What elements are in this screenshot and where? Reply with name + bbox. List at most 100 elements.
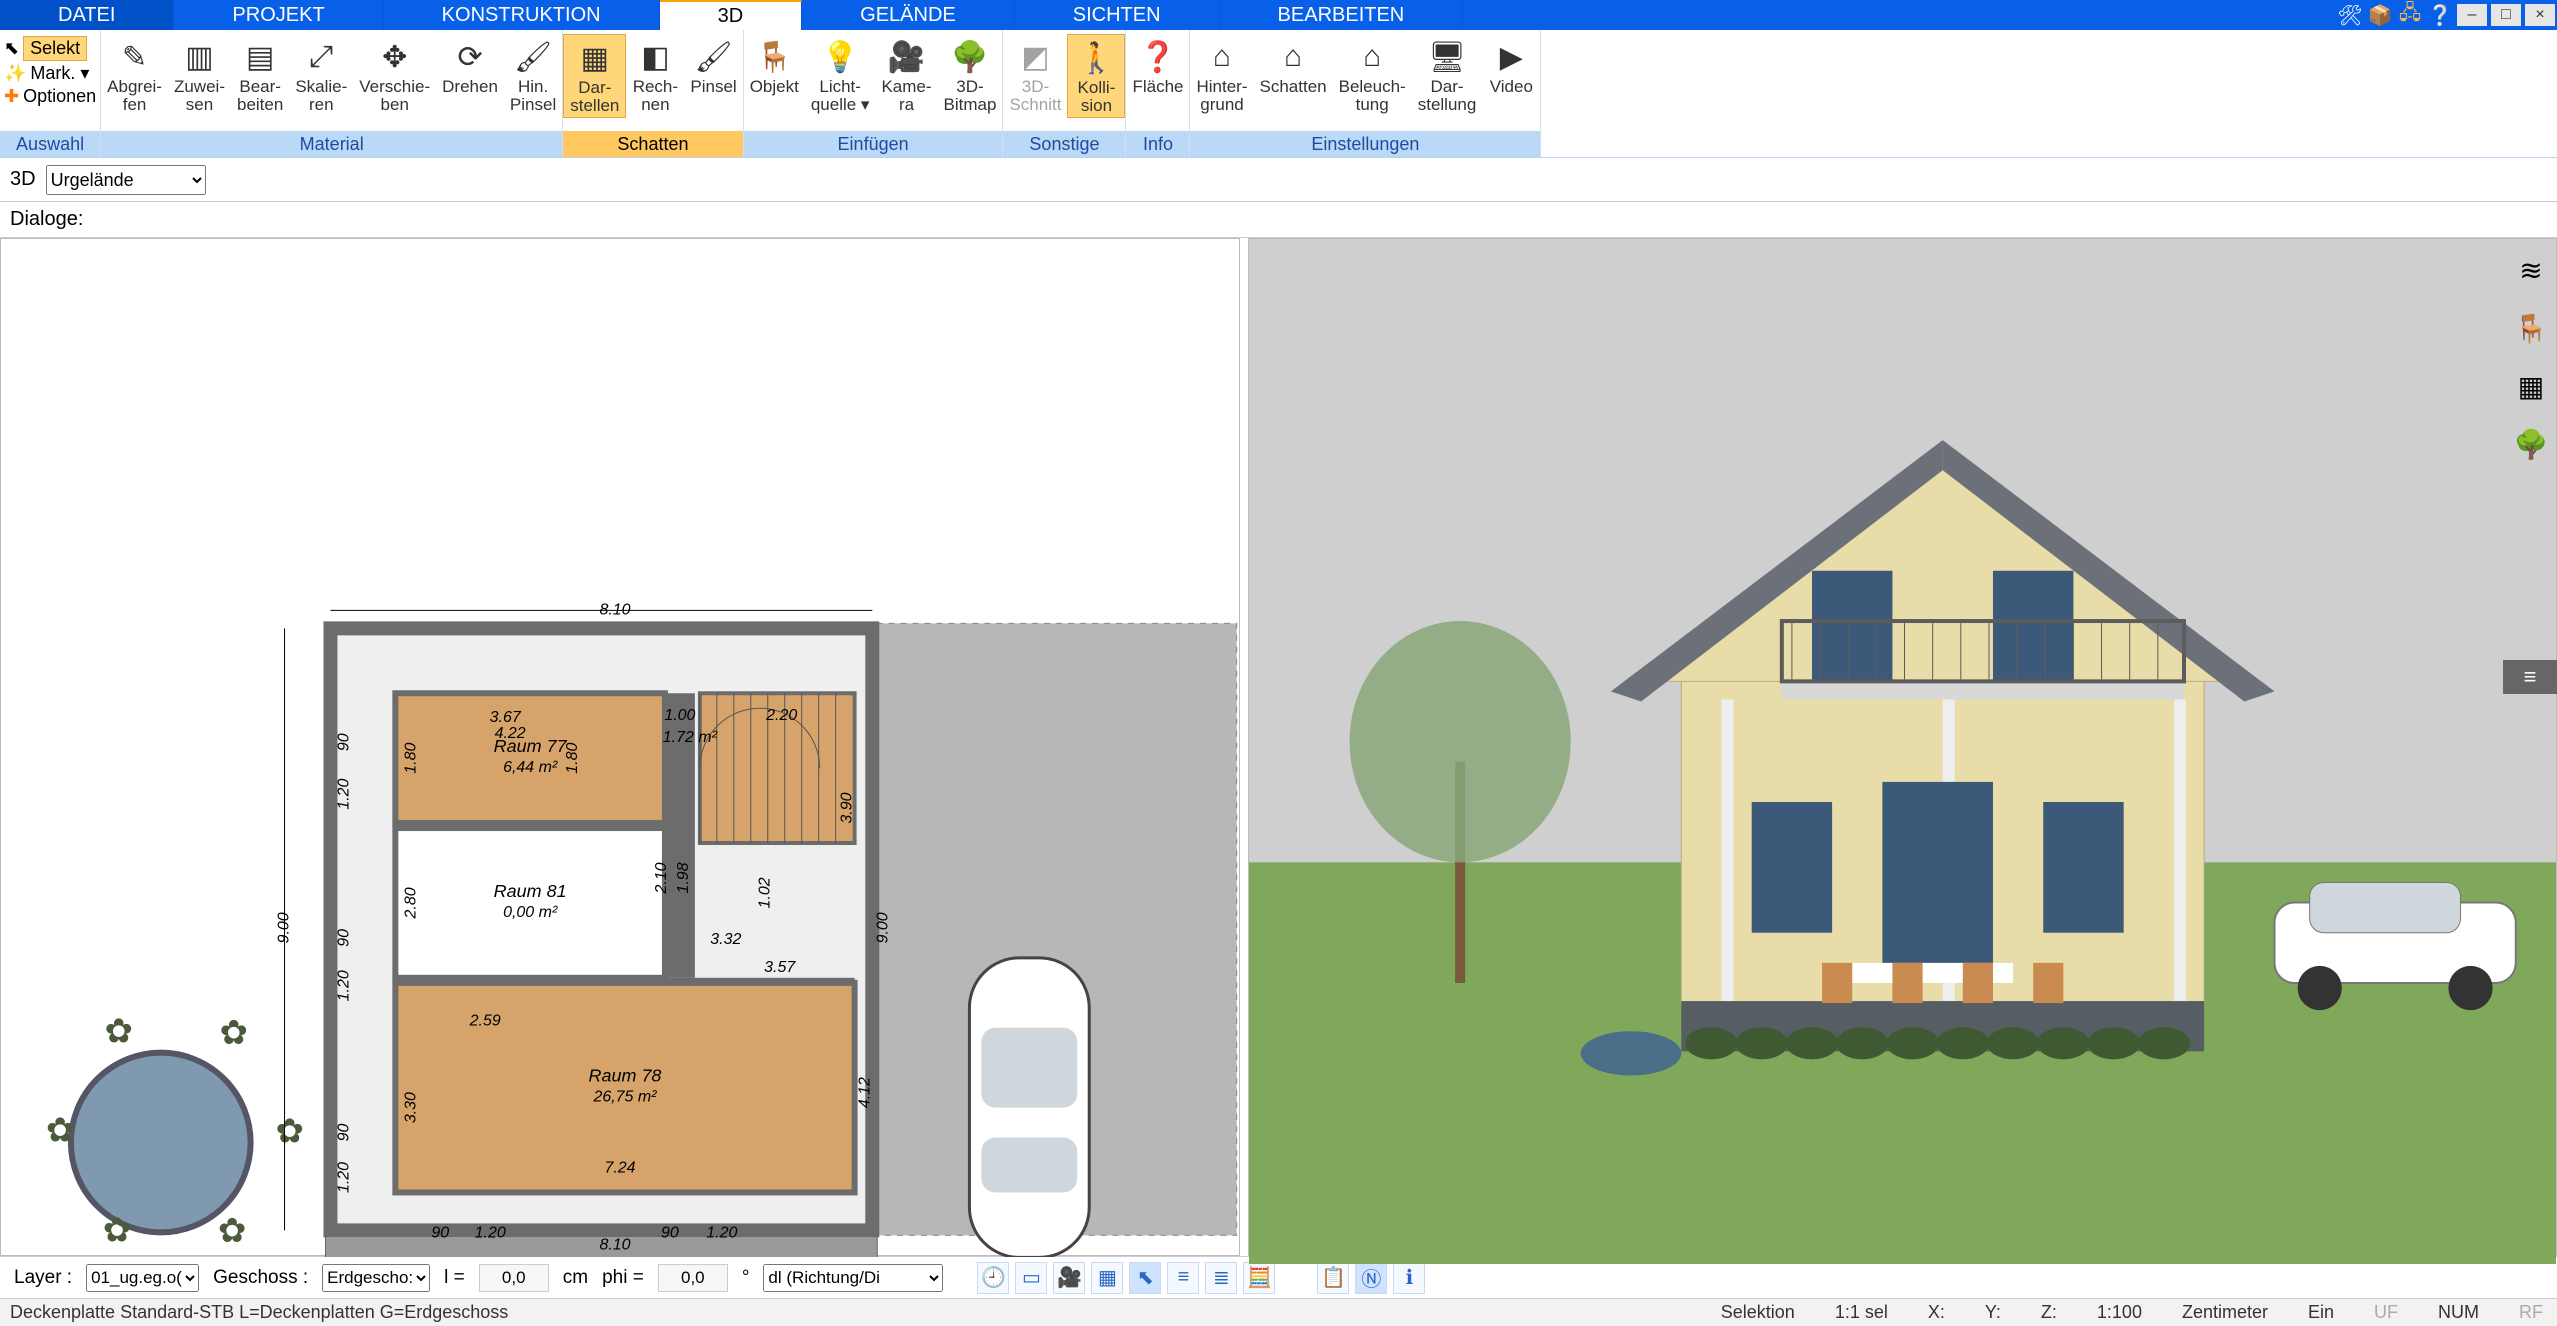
selekt-button[interactable]: Selekt [23,36,87,61]
mark-button[interactable]: Mark. ▾ [30,63,89,84]
right-tool-plants[interactable]: 🌳 [2511,424,2551,464]
svg-text:✿: ✿ [220,1014,248,1052]
svg-text:6,44 m²: 6,44 m² [503,759,558,776]
svg-text:✿: ✿ [103,1212,131,1250]
right-tool-materials[interactable]: ▦ [2511,366,2551,406]
svg-text:1.20: 1.20 [335,970,352,1001]
menu-tab-projekt[interactable]: PROJEKT [174,0,383,30]
svg-text:2.10: 2.10 [653,862,670,894]
tool-kamera[interactable]: 🎥 Kame- ra [875,34,937,116]
layer-select[interactable]: Urgelände [46,165,206,195]
tool-abgreifen[interactable]: ✎ Abgrei- fen [101,34,168,116]
tool-objekt[interactable]: 🪑 Objekt [744,34,805,98]
cursor-icon: ⬉ [4,38,19,59]
tb-calc-icon[interactable]: 🧮 [1243,1262,1275,1294]
schatten2-icon: ⌂ [1272,36,1314,78]
layer-combo[interactable]: 01_ug.eg.o( [86,1264,199,1292]
ribbon-group-einfuegen: 🪑 Objekt 💡 Licht- quelle ▾🎥 Kame- ra🌳 3D… [744,30,1004,157]
svg-text:Raum 81: Raum 81 [494,881,567,901]
tools-icon[interactable]: 🛠 [2335,0,2365,30]
status-y: Y: [1985,1302,2001,1323]
tb-stack2-icon[interactable]: ≣ [1205,1262,1237,1294]
svg-text:90: 90 [431,1224,449,1241]
menu-tab-sichten[interactable]: SICHTEN [1015,0,1220,30]
tool-3dbitmap[interactable]: 🌳 3D- Bitmap [938,34,1003,116]
tool-darstellung[interactable]: 🖥 Dar- stellung [1412,34,1483,116]
tool-skalieren[interactable]: ⤢ Skalie- ren [289,34,353,116]
svg-text:90: 90 [661,1224,679,1241]
svg-text:1.02: 1.02 [757,877,774,908]
maximize-button[interactable]: □ [2491,4,2521,26]
tool-schatten2[interactable]: ⌂ Schatten [1254,34,1333,98]
tool-darstellen[interactable]: ▦ Dar- stellen [563,34,626,118]
tool-kollision[interactable]: 🚶 Kolli- sion [1067,34,1125,118]
floorplan-pane[interactable]: Raum 776,44 m²Raum 810,00 m²Raum 7826,75… [0,238,1240,1256]
tool-verschieben[interactable]: ✥ Verschie- ben [353,34,436,116]
minimize-button[interactable]: – [2457,4,2487,26]
lan-icon[interactable]: 🖧 [2395,0,2425,30]
pinsel-icon: 🖌 [693,36,735,78]
ribbon: ⬉ Selekt ✨ Mark. ▾ ✚ Optionen Auswahl ✎ … [0,30,2557,158]
geschoss-label: Geschoss : [213,1267,308,1289]
tb-n-icon[interactable]: Ⓝ [1355,1262,1387,1294]
group-label-auswahl: Auswahl [0,131,100,157]
menu-tab-gelaende[interactable]: GELÄNDE [802,0,1015,30]
right-tool-furniture[interactable]: 🪑 [2511,308,2551,348]
status-unit: Zentimeter [2182,1302,2268,1323]
tool-3dschnitt[interactable]: ◩ 3D- Schnitt [1003,34,1067,116]
menu-tab-3d[interactable]: 3D [660,0,803,30]
svg-text:Raum 78: Raum 78 [589,1066,662,1086]
svg-text:1.98: 1.98 [675,862,692,893]
l-input[interactable] [479,1264,549,1292]
tb-cam-icon[interactable]: 🎥 [1053,1262,1085,1294]
svg-text:8.10: 8.10 [599,1236,630,1253]
bearbeiten-icon: ▤ [239,36,281,78]
tool-video[interactable]: ▶ Video [1482,34,1540,98]
menu-tab-konstruktion[interactable]: KONSTRUKTION [384,0,660,30]
tool-flaeche[interactable]: ❓ Fläche [1126,34,1189,98]
tb-paste-icon[interactable]: 📋 [1317,1262,1349,1294]
tool-rechnen[interactable]: ◧ Rech- nen [626,34,684,116]
tb-stack-icon[interactable]: ≡ [1167,1262,1199,1294]
dialog-label: Dialoge: [10,208,83,231]
optionen-button[interactable]: Optionen [23,86,96,107]
tb-clock-icon[interactable]: 🕘 [977,1262,1009,1294]
package-icon[interactable]: 📦 [2365,0,2395,30]
tb-i-icon[interactable]: ℹ [1393,1262,1425,1294]
close-button[interactable]: × [2525,4,2555,26]
status-uf: UF [2374,1302,2398,1323]
phi-input[interactable] [658,1264,728,1292]
svg-text:90: 90 [335,733,352,751]
tool-beleuchtung[interactable]: ⌂ Beleuch- tung [1333,34,1412,116]
floorplan-svg: Raum 776,44 m²Raum 810,00 m²Raum 7826,75… [1,239,1239,1257]
svg-text:90: 90 [335,929,352,947]
group-label-sonstige: Sonstige [1003,131,1125,157]
right-tool-strip: ≋ 🪑 ▦ 🌳 [2509,250,2553,464]
tool-bearbeiten[interactable]: ▤ Bear- beiten [231,34,289,116]
help-icon[interactable]: ❔ [2425,0,2455,30]
darstellung-icon: 🖥 [1426,36,1468,78]
tool-lichtquelle[interactable]: 💡 Licht- quelle ▾ [805,34,876,116]
tool-drehen[interactable]: ⟳ Drehen [436,34,504,98]
tb-sel-icon[interactable]: ⬉ [1129,1262,1161,1294]
right-panel-pull[interactable]: ≡ [2503,660,2557,694]
status-rf: RF [2519,1302,2543,1323]
lichtquelle-icon: 💡 [819,36,861,78]
right-tool-layers[interactable]: ≋ [2511,250,2551,290]
geschoss-combo[interactable]: Erdgescho: [322,1264,430,1292]
drehen-icon: ⟳ [449,36,491,78]
menu-tab-datei[interactable]: DATEI [0,0,174,30]
tb-grid-icon[interactable]: ▦ [1091,1262,1123,1294]
dl-combo[interactable]: dl (Richtung/Di [763,1264,943,1292]
menu-tab-bearbeiten[interactable]: BEARBEITEN [1220,0,1464,30]
darstellen-icon: ▦ [574,37,616,79]
kamera-icon: 🎥 [886,36,928,78]
tb-screen-icon[interactable]: ▭ [1015,1262,1047,1294]
3d-view-pane[interactable] [1248,238,2557,1256]
svg-text:1.20: 1.20 [335,1162,352,1193]
tool-zuweisen[interactable]: ▥ Zuwei- sen [168,34,231,116]
tool-pinsel[interactable]: 🖌 Pinsel [684,34,742,98]
tool-hintergrund[interactable]: ⌂ Hinter- grund [1190,34,1253,116]
tool-hinpinsel[interactable]: 🖌 Hin. Pinsel [504,34,562,116]
svg-text:2.80: 2.80 [402,887,419,919]
